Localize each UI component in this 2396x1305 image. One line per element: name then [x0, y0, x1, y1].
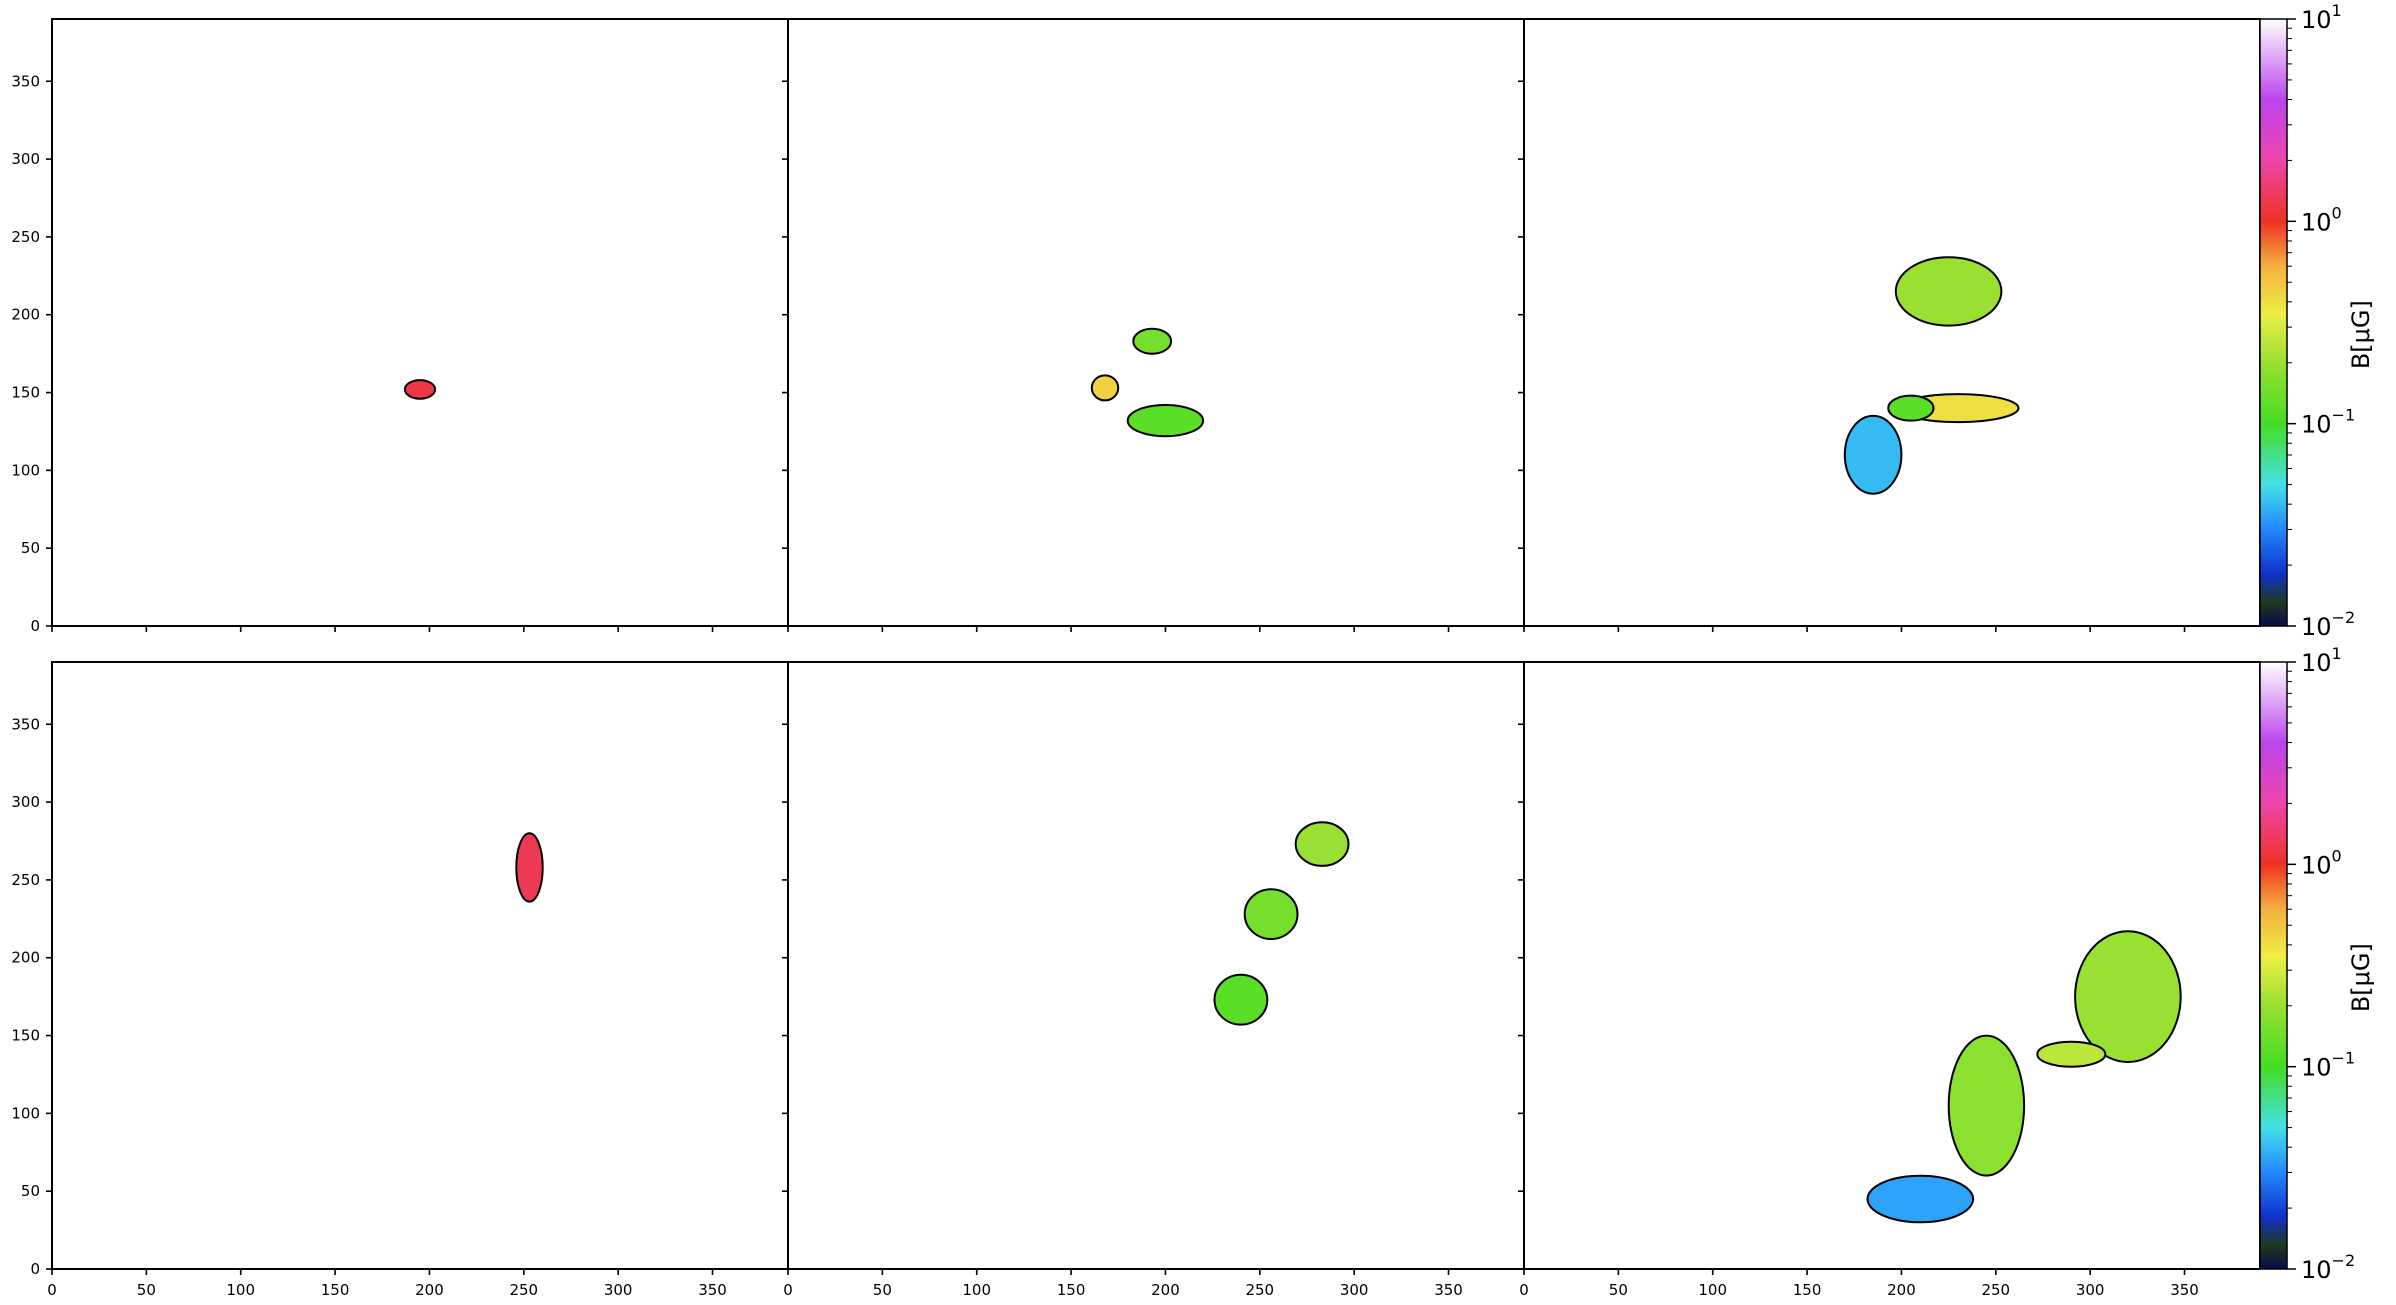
- colorbar-tick-label: 10−2: [2301, 1251, 2355, 1284]
- colorbar-row-1: 101 100 10−1 10−2 B[μG]: [2259, 644, 2375, 1284]
- colorbar-tick-label: 101: [2301, 1, 2342, 34]
- x-tick-label: 250: [1245, 1281, 1274, 1299]
- x-tick-label: 350: [1434, 1281, 1463, 1299]
- x-tick-label: 250: [509, 1281, 538, 1299]
- y-tick-label: 300: [11, 150, 40, 168]
- x-tick-label: 50: [1609, 1281, 1628, 1299]
- field-region: [403, 379, 437, 400]
- field-region: [1126, 404, 1205, 438]
- panel-r0-c2: [1518, 18, 2261, 632]
- field-region: [1866, 1174, 1975, 1224]
- colorbar-tick-label: 10−1: [2301, 1049, 2355, 1082]
- field-region: [1090, 374, 1120, 402]
- field-region: [1843, 414, 1903, 495]
- x-tick-label: 0: [47, 1281, 57, 1299]
- colorbar: [2259, 661, 2288, 1270]
- plot-area: [788, 662, 1524, 1269]
- panel-r1-c0: 0 50 100 150 200 250 300 350 0 50 100 150 200 250 300 3…: [11, 661, 789, 1299]
- panel-r0-c1: [782, 18, 1525, 632]
- plot-area: [1524, 19, 2260, 626]
- field-region: [1887, 394, 1935, 422]
- x-tick-label: 200: [415, 1281, 444, 1299]
- y-tick-label: 300: [11, 793, 40, 811]
- field-region: [1294, 821, 1350, 867]
- y-tick-label: 250: [11, 228, 40, 246]
- x-tick-label: 150: [1793, 1281, 1822, 1299]
- colorbar-label: B[μG]: [2347, 943, 2375, 1012]
- colorbar-tick-label: 100: [2301, 203, 2342, 236]
- y-tick-label: 100: [11, 1104, 40, 1122]
- x-tick-label: 300: [1340, 1281, 1369, 1299]
- y-tick-label: 50: [21, 1182, 40, 1200]
- panel-r1-c2: 0 50 100 150 200 250 300 350: [1518, 661, 2261, 1299]
- y-tick-label: 200: [11, 306, 40, 324]
- plot-area: [52, 662, 788, 1269]
- field-region: [1894, 256, 2003, 327]
- colorbar-tick-label: 100: [2301, 846, 2342, 879]
- x-tick-label: 100: [1698, 1281, 1727, 1299]
- x-tick-label: 200: [1887, 1281, 1916, 1299]
- y-tick-label: 150: [11, 384, 40, 402]
- field-region: [1947, 1034, 2026, 1177]
- y-tick-label: 0: [30, 1260, 40, 1278]
- x-tick-label: 200: [1151, 1281, 1180, 1299]
- y-tick-label: 50: [21, 539, 40, 557]
- y-tick-label: 250: [11, 871, 40, 889]
- y-tick-label: 200: [11, 949, 40, 967]
- plot-area: [52, 19, 788, 626]
- y-tick-label: 350: [11, 715, 40, 733]
- colorbar-tick-label: 10−1: [2301, 406, 2355, 439]
- x-tick-label: 50: [137, 1281, 156, 1299]
- field-region: [1213, 973, 1269, 1026]
- y-tick-label: 350: [11, 72, 40, 90]
- x-tick-label: 100: [226, 1281, 255, 1299]
- x-tick-label: 100: [962, 1281, 991, 1299]
- plot-area: [788, 19, 1524, 626]
- panel-r0-c0: 0 50 100 150 200 250 300 350: [11, 18, 789, 635]
- x-tick-label: 350: [698, 1281, 727, 1299]
- y-tick-label: 100: [11, 461, 40, 479]
- field-region: [515, 832, 544, 903]
- x-tick-label: 50: [873, 1281, 892, 1299]
- field-region: [1243, 888, 1299, 940]
- colorbar: [2259, 18, 2288, 627]
- y-tick-label: 150: [11, 1027, 40, 1045]
- field-region: [2036, 1040, 2107, 1068]
- x-tick-label: 250: [1981, 1281, 2010, 1299]
- x-tick-label: 0: [1519, 1281, 1529, 1299]
- x-tick-label: 0: [783, 1281, 793, 1299]
- field-region: [1132, 327, 1173, 355]
- x-tick-label: 300: [2076, 1281, 2105, 1299]
- x-tick-label: 350: [2170, 1281, 2199, 1299]
- field-region: [2074, 930, 2182, 1063]
- y-tick-label: 0: [30, 617, 40, 635]
- x-tick-label: 150: [1057, 1281, 1086, 1299]
- x-tick-label: 300: [604, 1281, 633, 1299]
- x-tick-label: 150: [321, 1281, 350, 1299]
- colorbar-row-0: 101 100 10−1 10−2 B[μG]: [2259, 1, 2375, 641]
- colorbar-label: B[μG]: [2347, 300, 2375, 369]
- panel-r1-c1: 0 50 100 150 200 250 300 350: [782, 661, 1525, 1299]
- colorbar-tick-label: 101: [2301, 644, 2342, 677]
- panel-grid: 0 50 100 150 200 250 300 350 0 50 100 150 200 250 300 3…: [11, 18, 2261, 1299]
- colorbars: 101 100 10−1 10−2 B[μG] 101 100 10−1 10−2 B[μG]: [2259, 1, 2375, 1284]
- colorbar-tick-label: 10−2: [2301, 608, 2355, 641]
